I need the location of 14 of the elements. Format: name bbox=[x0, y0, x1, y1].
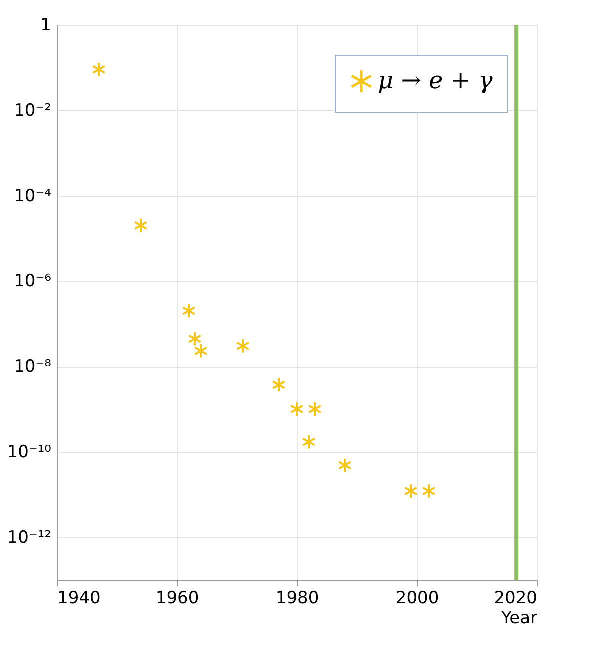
y-tick-label: 10⁻⁴ bbox=[14, 186, 52, 206]
y-tick-label: 10⁻² bbox=[14, 100, 52, 121]
x-tick-label: 1960 bbox=[156, 588, 200, 608]
x-tick-label: 2000 bbox=[396, 588, 440, 608]
y-tick-label: 10⁻¹⁰ bbox=[7, 442, 52, 462]
x-tick-label: 2020 bbox=[494, 588, 538, 608]
x-axis-title: Year bbox=[500, 608, 538, 628]
y-tick-label: 10⁻¹² bbox=[7, 528, 52, 548]
x-tick-label: 1940 bbox=[58, 588, 101, 608]
y-tick-label: 1 bbox=[40, 16, 52, 36]
y-tick-label: 10⁻⁸ bbox=[14, 357, 52, 378]
y-tick-label: 10⁻⁶ bbox=[14, 272, 52, 292]
x-tick-label: 1980 bbox=[276, 588, 320, 608]
legend-label: μ → e + γ bbox=[378, 66, 494, 94]
